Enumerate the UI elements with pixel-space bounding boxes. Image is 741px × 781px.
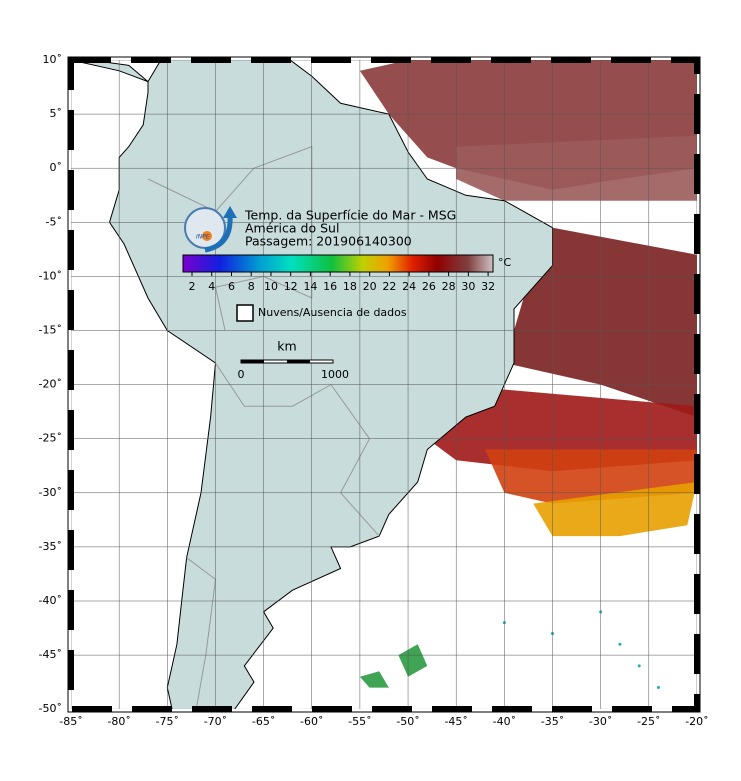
colorbar-tick-label: 22 <box>382 280 396 293</box>
legend-swatch <box>236 304 254 322</box>
colorbar-tick-label: 30 <box>461 280 475 293</box>
colorbar-tick-label: 14 <box>303 280 317 293</box>
lat-tick-label: -25˚ <box>39 432 62 445</box>
lon-tick-label: -65˚ <box>252 715 275 728</box>
colorbar-tick-label: 12 <box>284 280 298 293</box>
lon-tick-label: -50˚ <box>396 715 419 728</box>
lat-tick-label: -35˚ <box>39 540 62 553</box>
lon-tick-label: -35˚ <box>541 715 564 728</box>
lon-tick-label: -55˚ <box>348 715 371 728</box>
subtitle: América do Sul <box>245 221 339 236</box>
lat-tick-label: -20˚ <box>39 378 62 391</box>
sst-patch <box>398 644 428 677</box>
logo-text: INPE <box>196 234 210 241</box>
lat-tick-label: 0˚ <box>50 161 63 174</box>
lon-tick-label: -45˚ <box>444 715 467 728</box>
scale-end: 1000 <box>321 368 349 381</box>
lon-tick-label: -20˚ <box>685 715 708 728</box>
border <box>186 557 217 709</box>
colorbar-tick-label: 28 <box>442 280 456 293</box>
lat-tick-label: 10˚ <box>43 53 63 66</box>
colorbar-tick-label: 18 <box>343 280 357 293</box>
axes: 10˚ 5˚ 0˚ -5˚ -10˚ -15˚ -20˚ -25˚ -30˚ -35˚ -40˚ -4… <box>39 53 709 728</box>
pass-date: Passagem: 201906140300 <box>245 234 412 249</box>
scale-unit: km <box>277 339 296 354</box>
legend-label: Nuvens/Ausencia de dados <box>258 306 407 319</box>
colorbar-tick-label: 2 <box>189 280 196 293</box>
sst-dot <box>656 686 660 690</box>
colorbar-tick-label: 6 <box>228 280 235 293</box>
sst-dot <box>637 664 641 668</box>
lon-tick-label: -60˚ <box>300 715 323 728</box>
logo: INPE <box>184 206 237 253</box>
colorbar-tick-label: 24 <box>402 280 416 293</box>
lon-tick-label: -80˚ <box>107 715 130 728</box>
colorbar-tick-label: 26 <box>422 280 436 293</box>
lat-tick-label: -30˚ <box>39 486 62 499</box>
lat-tick-label: -40˚ <box>39 594 62 607</box>
lon-tick-label: -40˚ <box>493 715 516 728</box>
colorbar-tick-label: 8 <box>248 280 255 293</box>
scale-bar <box>240 359 334 364</box>
colorbar-tick-label: 4 <box>208 280 215 293</box>
lat-tick-label: -5˚ <box>46 215 62 228</box>
lat-tick-label: -45˚ <box>39 648 62 661</box>
lat-tick-label: -15˚ <box>39 324 62 337</box>
colorbar <box>182 254 494 273</box>
colorbar-tick-label: 20 <box>363 280 377 293</box>
title: Temp. da Superfície do Mar - MSG <box>244 208 456 223</box>
sst-patch <box>359 671 389 688</box>
scale-start: 0 <box>238 368 245 381</box>
lon-tick-label: -25˚ <box>637 715 660 728</box>
map-border <box>68 57 700 712</box>
colorbar-unit: °C <box>498 256 512 269</box>
lon-tick-label: -30˚ <box>589 715 612 728</box>
lon-tick-label: -85˚ <box>59 715 82 728</box>
colorbar-tick-label: 16 <box>323 280 337 293</box>
lon-tick-label: -70˚ <box>204 715 227 728</box>
lon-tick-label: -75˚ <box>156 715 179 728</box>
colorbar-tick-label: 32 <box>481 280 495 293</box>
lat-tick-label: -10˚ <box>39 269 62 282</box>
colorbar-tick-label: 10 <box>264 280 278 293</box>
sst-dot <box>618 642 622 646</box>
lat-tick-label: -50˚ <box>39 702 62 715</box>
colorbar-ticks: 2 4 6 8 10 12 14 16 18 20 22 24 26 28 30 32 <box>189 272 495 293</box>
sst-patch <box>533 482 697 537</box>
lat-tick-label: 5˚ <box>50 107 63 120</box>
map-border-outline <box>67 56 701 713</box>
